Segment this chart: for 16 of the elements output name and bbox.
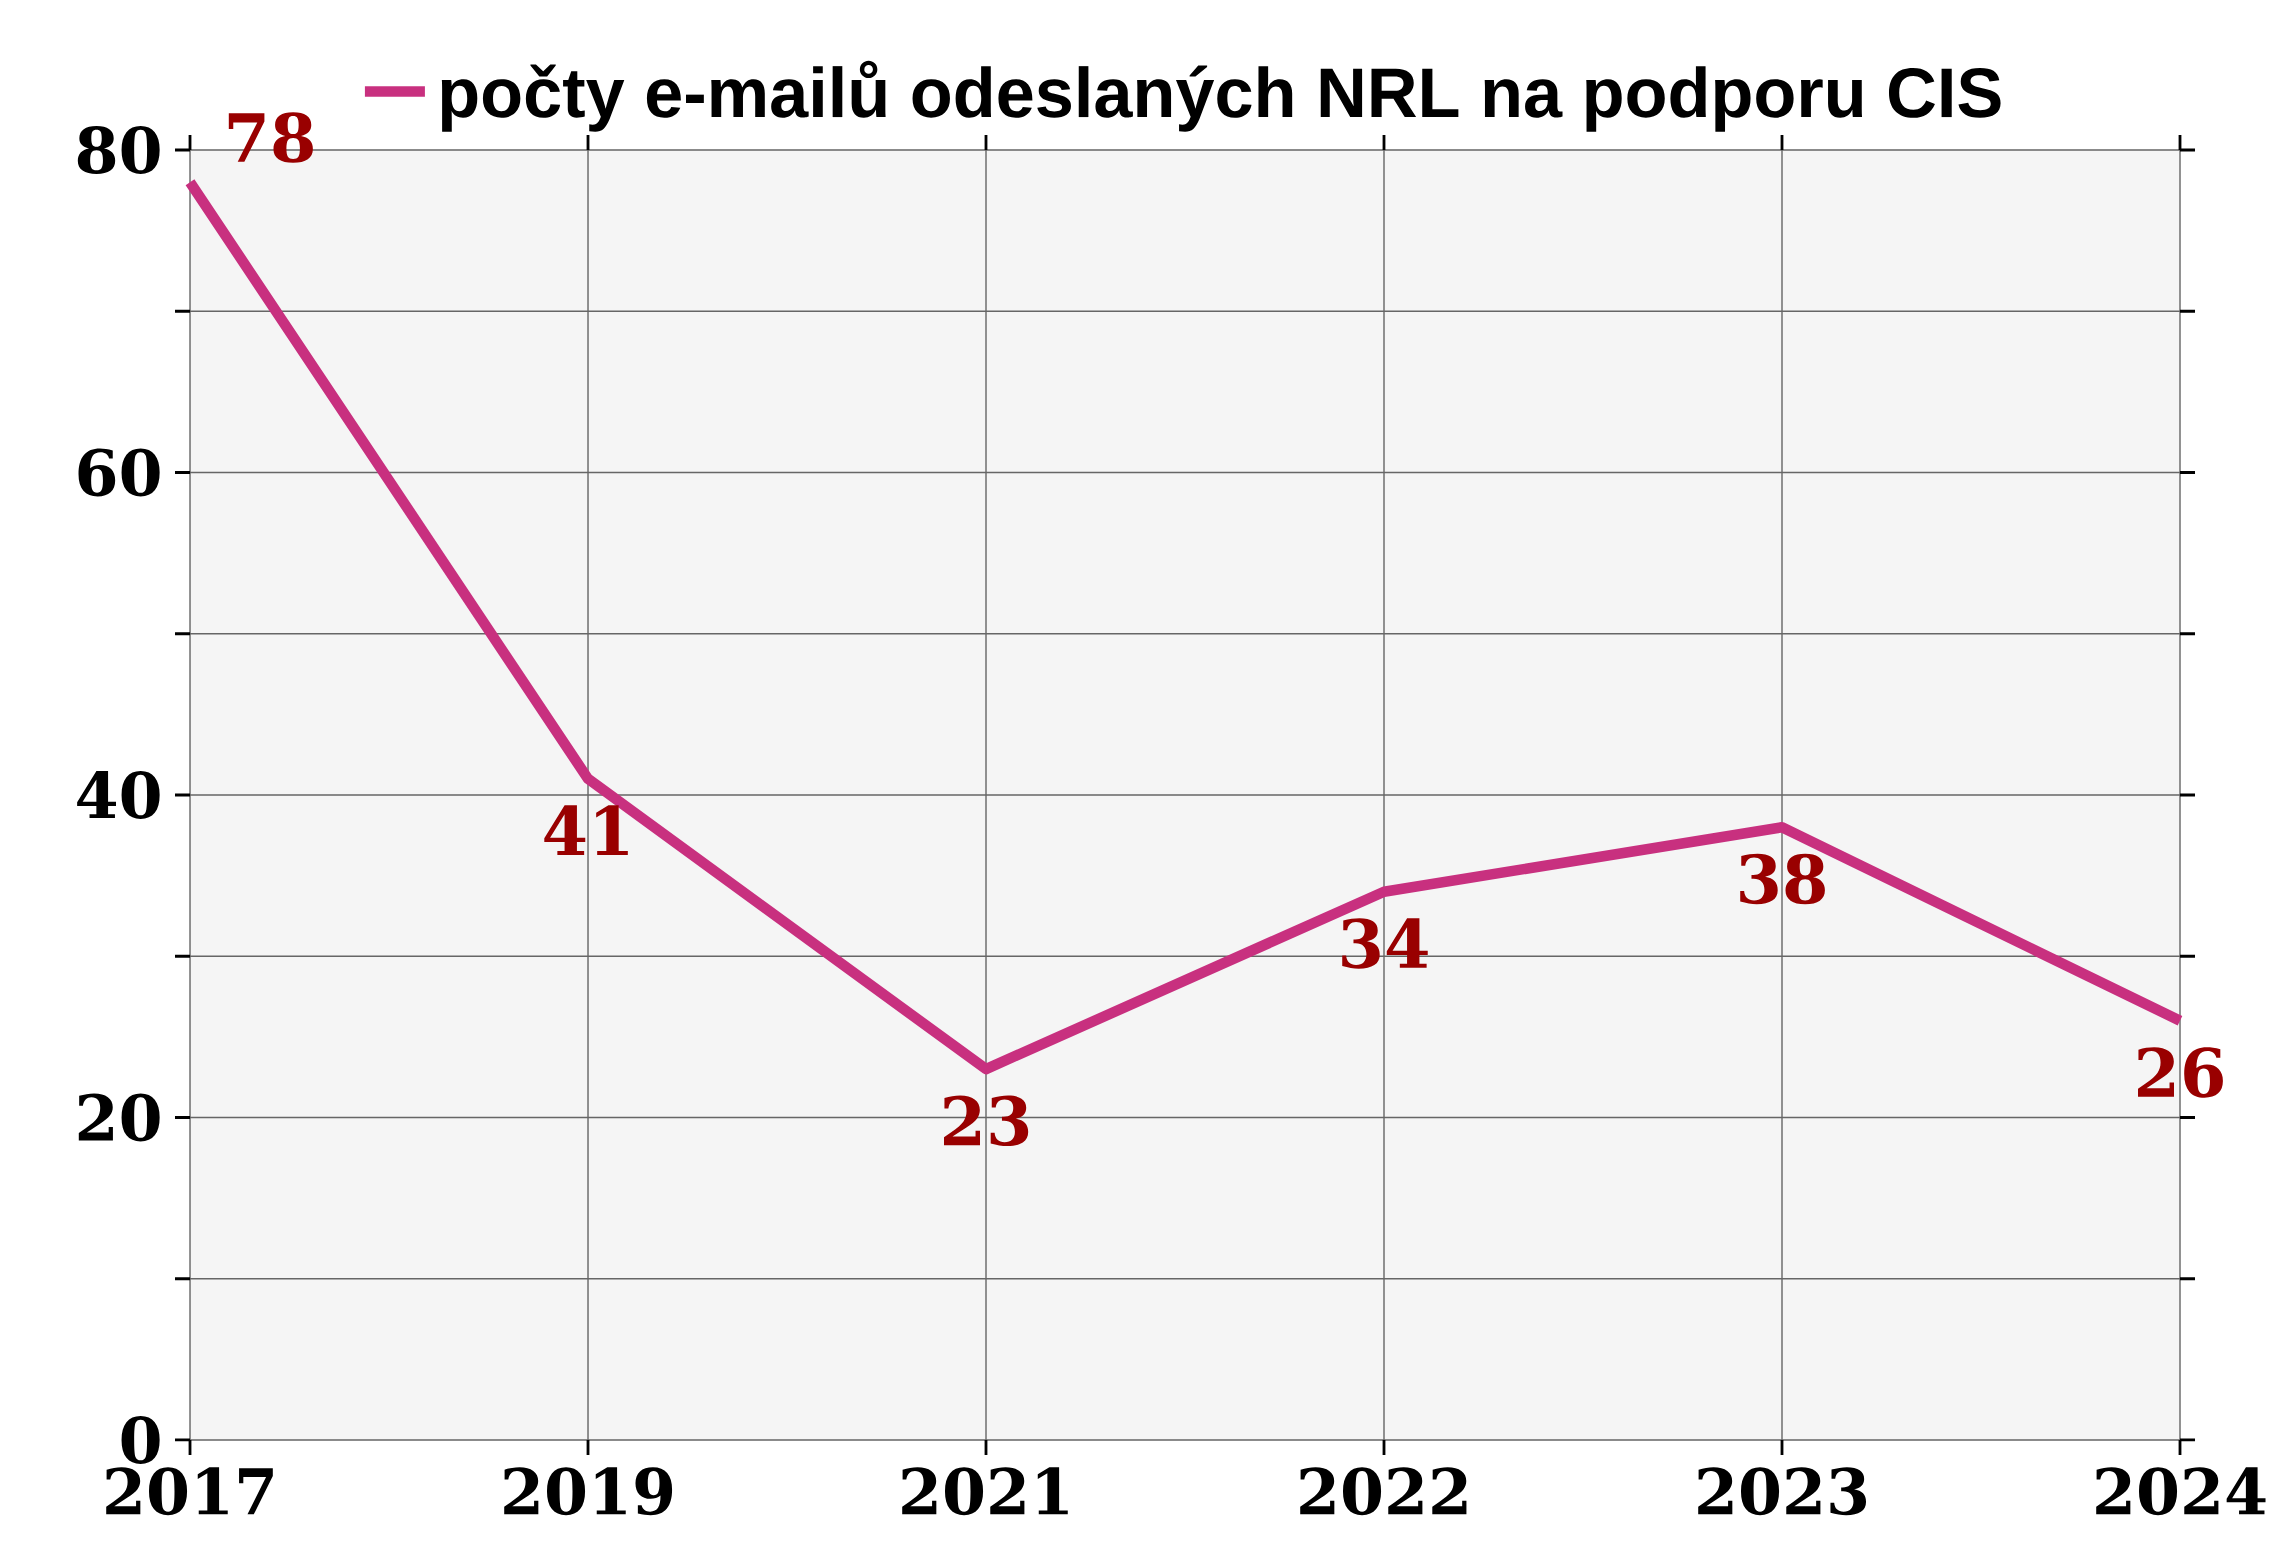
data-label: 78 (228, 112, 313, 163)
x-tick-label: 2021 (902, 1467, 1068, 1516)
data-label: 26 (2138, 1047, 2223, 1098)
y-tick-label: 0 (121, 1416, 160, 1464)
x-tick-label: 2023 (1698, 1467, 1867, 1516)
x-tick-label: 2019 (504, 1467, 673, 1516)
y-tick-label: 20 (78, 1093, 160, 1142)
legend-label: počty e-mailů odeslaných NRL na podporu CIS (441, 60, 2001, 132)
x-tick-label: 2017 (106, 1467, 273, 1516)
x-tick-label: 2024 (2096, 1467, 2266, 1516)
data-label: 41 (544, 805, 628, 855)
data-label: 38 (1740, 853, 1825, 905)
x-tick-label: 2022 (1300, 1467, 1467, 1516)
y-tick-label: 60 (78, 448, 160, 497)
y-tick-label: 40 (77, 771, 160, 819)
y-tick-label: 80 (77, 126, 160, 174)
